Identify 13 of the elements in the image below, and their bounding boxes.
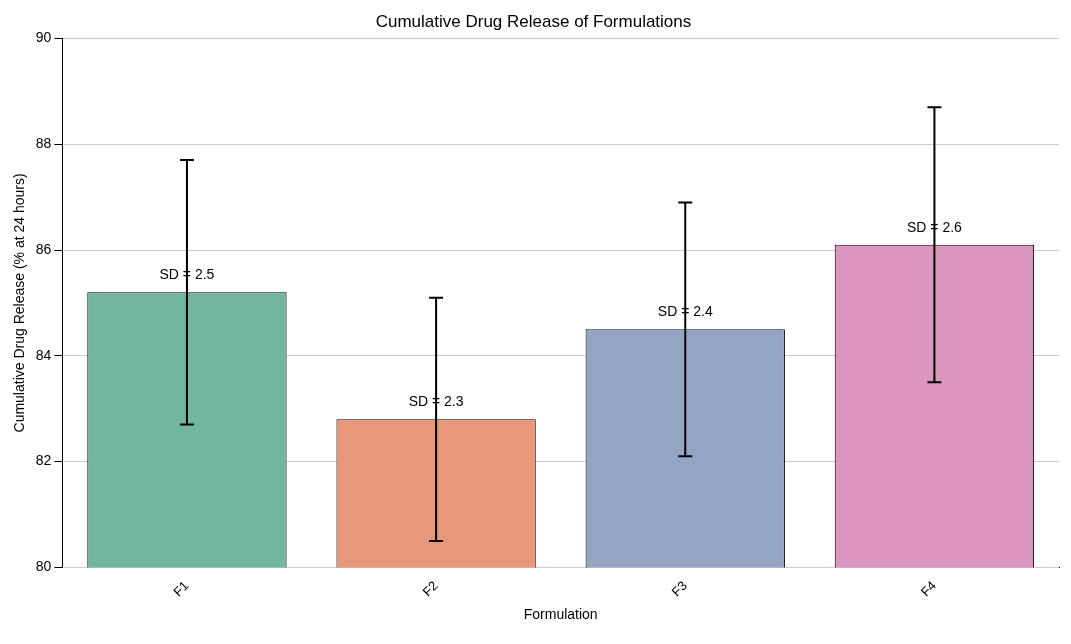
y-tick-label: 80 — [35, 558, 52, 575]
y-tick-label: 88 — [35, 135, 52, 152]
x-tick-label: F1 — [170, 578, 192, 600]
chart-title: Cumulative Drug Release of Formulations — [375, 11, 692, 31]
x-axis-title: Formulation — [523, 606, 598, 623]
y-tick-label: 84 — [35, 346, 52, 363]
y-axis-title: Cumulative Drug Release (% at 24 hours) — [11, 173, 28, 433]
x-tick-label: F2 — [419, 578, 441, 600]
y-tick-label: 86 — [35, 240, 52, 257]
x-tick-label: F4 — [917, 578, 940, 600]
y-tick-label: 82 — [35, 452, 52, 469]
x-tick-label: F3 — [668, 578, 690, 600]
y-tick-label: 90 — [35, 29, 52, 46]
